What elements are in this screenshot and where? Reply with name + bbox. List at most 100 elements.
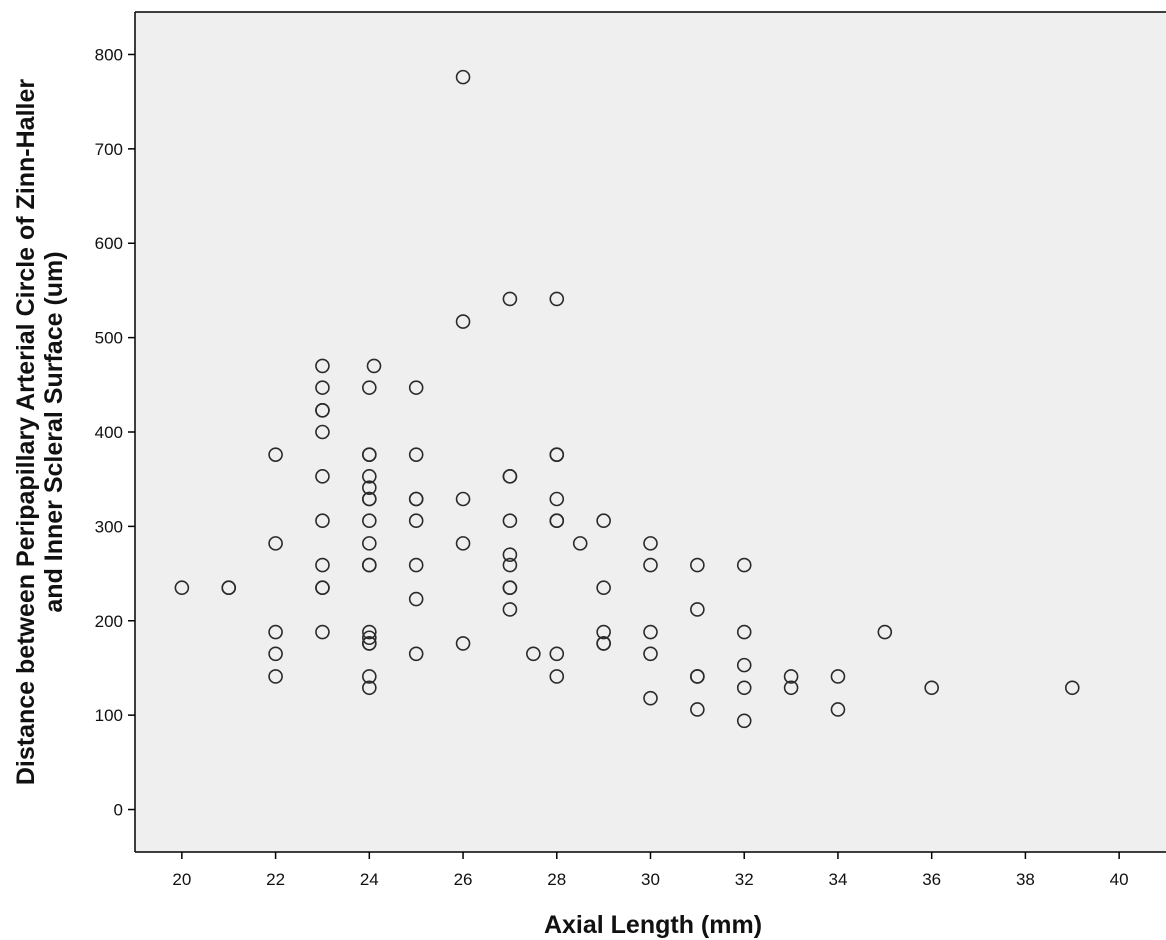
data-point [408, 491, 424, 507]
y-tick-label: 200 [95, 612, 123, 631]
plot-area [135, 12, 1166, 852]
x-tick-label: 22 [266, 870, 285, 889]
data-point [549, 291, 565, 307]
data-point [690, 702, 705, 717]
data-point [315, 580, 330, 596]
data-point [366, 358, 382, 374]
data-point [362, 636, 377, 651]
data-point [362, 447, 377, 462]
data-point [549, 491, 565, 507]
data-point [643, 557, 658, 573]
y-axis-title-line-1: Distance between Peripapillary Arterial … [12, 79, 40, 786]
y-tick-label: 700 [95, 140, 123, 159]
data-point [830, 702, 846, 717]
data-point [549, 513, 565, 529]
data-point [877, 624, 893, 640]
x-tick-label: 38 [1016, 870, 1035, 889]
data-point [596, 636, 611, 651]
data-point [408, 591, 424, 607]
data-point [268, 669, 283, 684]
y-tick-label: 800 [95, 45, 123, 64]
data-point [455, 636, 471, 651]
data-point [643, 690, 658, 706]
x-tick-label: 30 [641, 870, 660, 889]
data-point [502, 469, 518, 484]
y-tick-label: 300 [95, 517, 123, 536]
data-point [783, 669, 799, 684]
data-point [572, 536, 588, 551]
data-point [315, 469, 330, 484]
data-point [315, 358, 330, 374]
data-point [455, 491, 471, 507]
data-point [455, 314, 471, 329]
data-point [736, 657, 752, 673]
data-point [643, 536, 658, 551]
data-point [549, 669, 565, 684]
data-point [362, 680, 377, 696]
x-tick-label: 40 [1110, 870, 1129, 889]
data-point [502, 513, 518, 529]
data-point [783, 680, 799, 696]
data-point [830, 669, 846, 684]
data-point [362, 536, 377, 551]
data-point [362, 491, 377, 507]
y-axis-title-line-2: and Inner Scleral Surface (um) [40, 251, 68, 612]
data-point [408, 380, 424, 395]
data-point [502, 557, 518, 573]
y-tick-label: 500 [95, 329, 123, 348]
data-point [362, 480, 377, 495]
data-point [596, 580, 611, 596]
data-point [362, 669, 377, 684]
data-point [408, 557, 424, 573]
data-point [596, 624, 611, 640]
data-point [455, 69, 471, 85]
data-point [362, 630, 377, 646]
data-point [643, 624, 658, 640]
data-point [690, 557, 705, 573]
data-point [315, 380, 330, 395]
x-tick-label: 36 [922, 870, 941, 889]
data-point [690, 669, 705, 684]
data-point [408, 447, 424, 462]
data-point [1064, 680, 1080, 696]
x-tick-label: 34 [828, 870, 847, 889]
data-point [690, 602, 705, 617]
data-point [315, 557, 330, 573]
data-point [268, 536, 283, 551]
data-point [549, 646, 565, 662]
data-point [549, 447, 565, 462]
data-point [736, 713, 752, 729]
data-point [408, 646, 424, 662]
data-point [174, 580, 190, 596]
x-axis-ticks: 20 22 24 26 28 30 32 34 36 38 40 [172, 852, 1129, 889]
data-point [736, 624, 752, 640]
data-point [268, 624, 283, 640]
data-point [315, 402, 330, 418]
x-tick-label: 28 [547, 870, 566, 889]
data-point [502, 547, 518, 562]
data-point [268, 646, 283, 662]
data-point [362, 380, 377, 395]
data-point [362, 469, 377, 484]
data-point [736, 680, 752, 696]
x-tick-label: 20 [172, 870, 191, 889]
y-tick-label: 600 [95, 234, 123, 253]
data-point [221, 580, 237, 596]
data-point [408, 513, 424, 529]
y-tick-label: 100 [95, 706, 123, 725]
data-point [362, 624, 377, 640]
x-tick-label: 24 [360, 870, 379, 889]
data-point [502, 291, 518, 307]
data-point [736, 557, 752, 573]
data-point [455, 536, 471, 551]
data-point [502, 602, 518, 617]
data-point [643, 646, 658, 662]
data-point [362, 557, 377, 573]
data-point [315, 513, 330, 529]
data-point [362, 513, 377, 529]
data-point [502, 580, 518, 596]
y-axis-title-group: Distance between Peripapillary Arterial … [12, 79, 68, 786]
data-point [315, 424, 330, 440]
data-point [526, 646, 541, 662]
